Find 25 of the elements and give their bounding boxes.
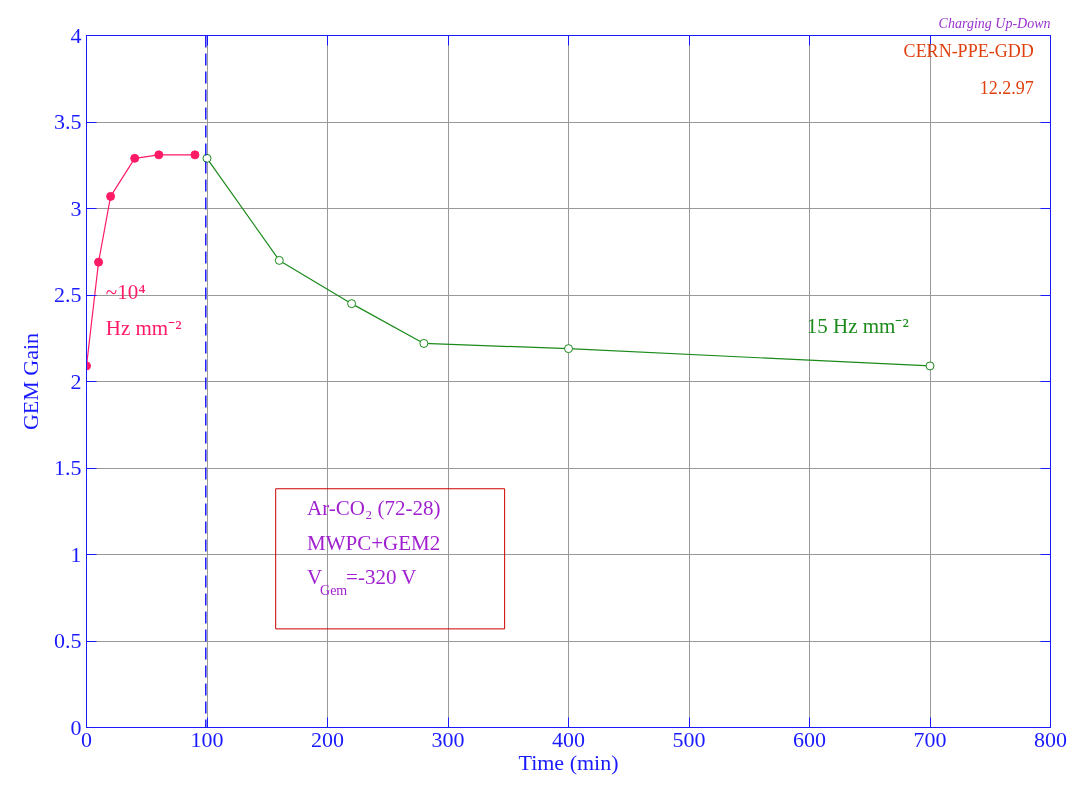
y-tick-label: 1.5 <box>54 455 82 480</box>
x-tick-label: 500 <box>672 726 706 752</box>
annotation: CERN-PPE-GDD <box>903 41 1034 62</box>
x-axis-title: Time (min) <box>518 749 619 775</box>
y-tick-label: 2.5 <box>54 282 82 307</box>
x-tick-label: 100 <box>190 726 224 752</box>
y-tick-label: 2 <box>70 368 82 394</box>
y-axis-title: GEM Gain <box>18 332 43 431</box>
y-tick-label: 1 <box>70 541 82 567</box>
y-tick-label: 0.5 <box>54 628 82 653</box>
x-tick-label: 800 <box>1034 726 1067 752</box>
x-tick-label: 400 <box>552 726 585 752</box>
series-label: ~10⁴ Hz mm⁻² <box>105 279 182 340</box>
y-tick-label: 4 <box>70 22 82 48</box>
chart-title: Charging Up-Down <box>938 15 1051 31</box>
y-tick-label: 3 <box>70 195 82 221</box>
x-tick-label: 700 <box>913 726 947 752</box>
x-tick-label: 300 <box>431 726 465 752</box>
y-tick-label: 3.5 <box>54 109 82 134</box>
x-tick-label: 200 <box>311 726 344 752</box>
annotation: 12.2.97 <box>979 78 1034 99</box>
annotation: Ar-CO₂ (72-28) <box>307 495 441 520</box>
x-tick-label: 600 <box>793 726 826 752</box>
annotation: MWPC+GEM2 <box>307 530 441 555</box>
series-label: 15 Hz mm⁻² <box>806 314 909 339</box>
